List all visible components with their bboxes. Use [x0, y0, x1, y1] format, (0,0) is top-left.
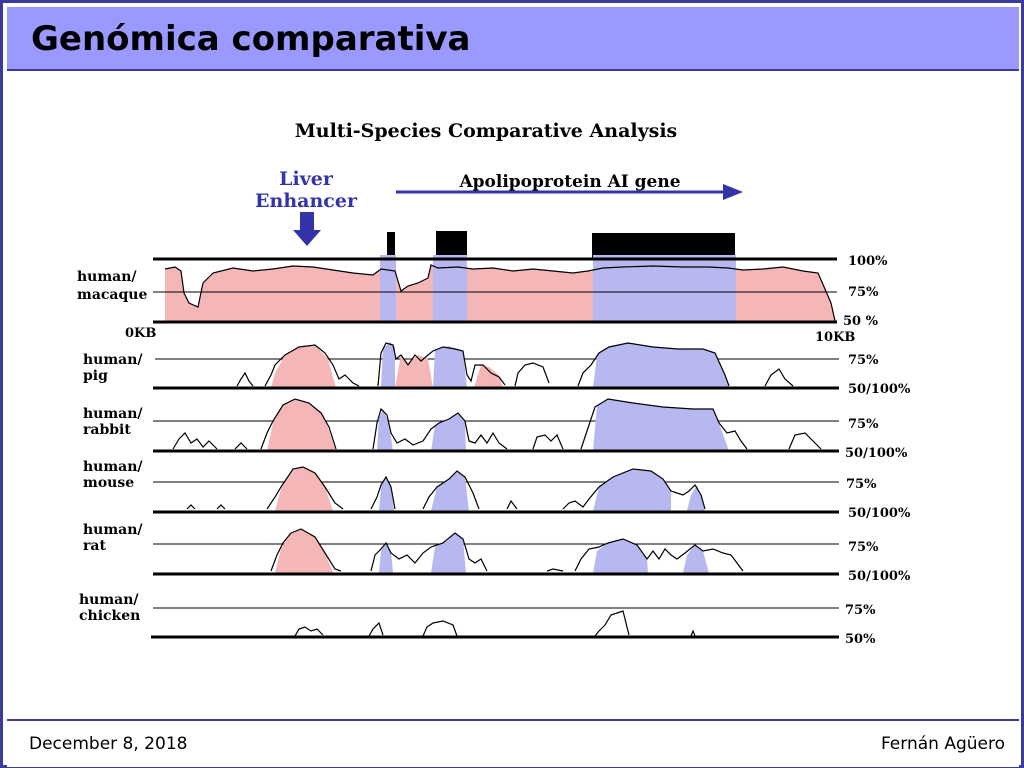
macaque-exon-highlight-1: [380, 255, 396, 321]
exon-1: [387, 232, 395, 258]
rat-bottom-label: 50/100%: [848, 569, 911, 584]
pig-region-fill-3: [474, 365, 503, 388]
panel-macaque: human/ macaque 100% 75% 50 % 0KB 10KB: [77, 254, 888, 345]
enhancer-label-line2: Enhancer: [255, 190, 358, 212]
panel-label-line1: human/: [83, 459, 143, 475]
panel-label-line1: human/: [83, 522, 143, 538]
axis-end-label: 10KB: [815, 330, 855, 345]
panel-pig: human/ pig 75% 50/100%: [83, 342, 911, 397]
mouse-mid-label: 75%: [846, 477, 877, 492]
pig-exon-fill-2: [433, 346, 467, 388]
pig-exon-fill-3: [593, 343, 729, 388]
mouse-region-fill: [275, 467, 333, 511]
vista-conservation-plot: Multi-Species Comparative Analysis Liver…: [77, 120, 911, 647]
panel-label-line1: human/: [79, 592, 139, 608]
exon-3: [592, 233, 735, 258]
panel-label-line1: human/: [83, 352, 143, 368]
panel-label-line1: human/: [77, 269, 137, 285]
panel-rat: human/ rat 75% 50/100%: [83, 522, 911, 584]
pig-exon-fill-1: [381, 342, 395, 388]
enhancer-label-line1: Liver: [279, 168, 334, 190]
chicken-bottom-label: 50%: [845, 632, 876, 647]
panel-rabbit: human/ rabbit 75% 50/100%: [83, 398, 908, 461]
macaque-conservation-trace: [164, 264, 836, 321]
macaque-bottom-label: 50 %: [843, 314, 879, 329]
pig-bottom-label: 50/100%: [848, 382, 911, 397]
rabbit-mid-label: 75%: [848, 417, 879, 432]
rabbit-exon-fill-1: [377, 409, 393, 451]
mouse-conservation-trace: [186, 466, 706, 510]
macaque-exon-highlight-3: [593, 255, 736, 321]
chicken-conservation-trace: [294, 610, 696, 637]
mouse-exon-fill-4: [687, 485, 705, 511]
panel-chicken: human/ chicken 75% 50%: [79, 592, 876, 647]
panel-label-line2: pig: [83, 368, 108, 384]
footer-date: December 8, 2018: [29, 734, 188, 754]
title-bar: Genómica comparativa: [7, 7, 1019, 71]
axis-start-label: 0KB: [125, 326, 156, 341]
rabbit-exon-fill-3: [593, 399, 729, 451]
rat-exon-fill-4: [683, 545, 709, 573]
pig-region-fill: [271, 345, 336, 388]
macaque-top-label: 100%: [848, 254, 888, 269]
panel-label-line2: rabbit: [83, 422, 131, 438]
mouse-exon-fill-3: [593, 469, 671, 511]
macaque-mid-label: 75%: [848, 285, 879, 300]
chicken-mid-label: 75%: [845, 603, 876, 618]
pig-region-fill-2: [395, 355, 433, 388]
pig-mid-label: 75%: [848, 353, 879, 368]
rabbit-region-fill: [267, 399, 336, 451]
rat-mid-label: 75%: [848, 540, 879, 555]
panel-label-line2: rat: [83, 538, 106, 554]
exon-2: [436, 231, 467, 258]
enhancer-arrow-icon: [293, 212, 321, 246]
rabbit-exon-fill-2: [431, 413, 466, 451]
figure-title: Multi-Species Comparative Analysis: [295, 120, 678, 142]
panel-label-line2: mouse: [83, 475, 134, 491]
rat-region-fill: [275, 529, 333, 573]
rabbit-conservation-trace: [172, 398, 822, 450]
mouse-exon-fill-2: [431, 471, 469, 511]
rat-exon-fill-2: [431, 533, 466, 573]
rat-exon-fill-3: [593, 539, 648, 573]
panel-mouse: human/ mouse 75% 50/100%: [83, 459, 911, 521]
footer: December 8, 2018 Fernán Agüero: [7, 719, 1019, 767]
rat-conservation-trace: [270, 528, 744, 572]
gene-label: Apolipoprotein AI gene: [458, 172, 680, 192]
panel-label-line2: macaque: [77, 287, 147, 303]
gene-arrow-icon: [723, 184, 743, 200]
macaque-exon-highlight-2: [433, 255, 467, 321]
panel-label-line2: chicken: [79, 608, 140, 624]
footer-author: Fernán Agüero: [880, 734, 1005, 754]
mouse-bottom-label: 50/100%: [848, 506, 911, 521]
pig-conservation-trace: [236, 342, 794, 387]
rat-exon-fill-1: [379, 543, 393, 573]
slide-title: Genómica comparativa: [31, 19, 471, 59]
panel-label-line1: human/: [83, 406, 143, 422]
rabbit-bottom-label: 50/100%: [845, 446, 908, 461]
